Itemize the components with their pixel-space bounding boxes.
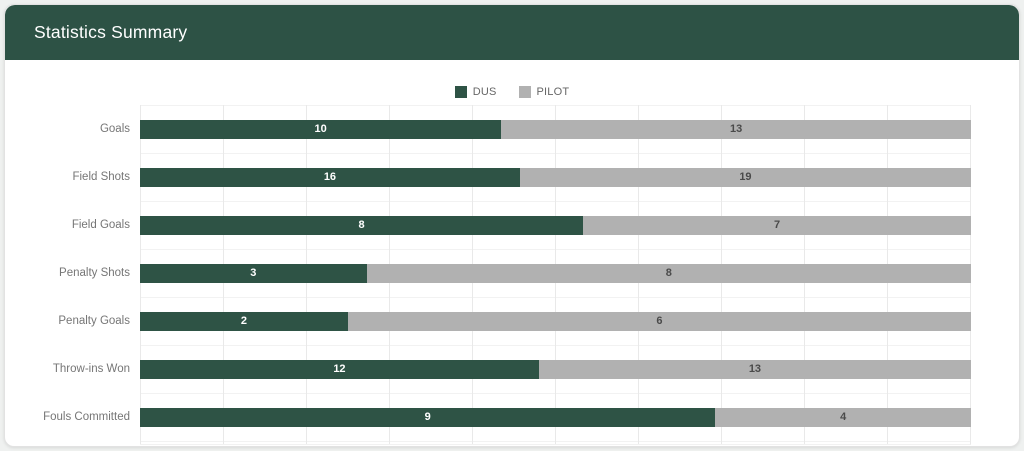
bar-segment-dus[interactable]: 8 [140,215,584,235]
bar-value-dus: 16 [323,171,337,183]
dus-swatch-icon [454,85,467,98]
page-title: Statistics Summary [34,22,188,42]
bar-track: 10 13 [140,119,971,139]
row-label: Penalty Shots [59,267,130,279]
chart-legend: DUS PILOT [5,85,1019,98]
bar-segment-dus[interactable]: 10 [140,119,502,139]
chart-row: Throw-ins Won 12 13 [5,345,971,393]
bar-segment-pilot[interactable]: 4 [715,407,971,427]
bar-value-pilot: 13 [748,363,762,375]
row-label: Field Shots [72,171,130,183]
row-label: Goals [99,123,130,135]
pilot-swatch-icon [518,85,531,98]
row-label: Throw-ins Won [52,363,130,375]
bar-value-pilot: 7 [774,219,781,231]
row-label: Fouls Committed [43,411,130,423]
row-label: Field Goals [71,219,130,231]
bar-value-dus: 10 [314,123,327,135]
legend-item-dus[interactable]: DUS [454,85,497,98]
chart-row: Fouls Committed 9 4 [5,393,971,441]
card-header: Statistics Summary [5,5,1019,60]
bar-value-pilot: 19 [739,171,752,183]
chart-row: Field Goals 8 7 [5,201,971,249]
legend-label-dus: DUS [472,85,497,98]
bar-value-pilot: 6 [656,315,663,327]
bar-segment-dus[interactable]: 2 [140,311,348,331]
chart-row: Goals 10 13 [5,105,971,153]
bar-value-dus: 9 [424,411,431,423]
bar-segment-pilot[interactable]: 13 [538,359,971,379]
bar-segment-dus[interactable]: 16 [140,167,520,187]
bar-segment-pilot[interactable]: 8 [366,263,971,283]
legend-item-pilot[interactable]: PILOT [518,85,570,98]
chart-row: Penalty Shots 3 8 [5,249,971,297]
bar-segment-pilot[interactable]: 7 [583,215,971,235]
chart-row: Field Shots 16 19 [5,153,971,201]
bar-track: 12 13 [140,359,971,379]
row-label: Penalty Goals [58,315,130,327]
bar-value-dus: 3 [250,267,257,279]
bar-track: 16 19 [140,167,971,187]
bar-segment-pilot[interactable]: 6 [347,311,971,331]
bar-segment-pilot[interactable]: 13 [501,119,971,139]
chart-row: Penalty Goals 2 6 [5,297,971,345]
bar-segment-dus[interactable]: 9 [140,407,716,427]
bar-value-pilot: 8 [665,267,672,279]
bar-segment-dus[interactable]: 3 [140,263,367,283]
statistics-card: Statistics Summary DUS PILOT Goals 10 13 Fi… [4,4,1020,447]
bar-value-pilot: 13 [730,123,743,135]
bar-value-dus: 8 [358,219,365,231]
chart-area: Goals 10 13 Field Shots 16 19 Field Goals 8 7 Pen… [5,105,1019,445]
bar-value-dus: 2 [240,315,247,327]
bar-segment-pilot[interactable]: 19 [519,167,971,187]
bar-value-pilot: 4 [840,411,847,423]
chart-rows: Goals 10 13 Field Shots 16 19 Field Goals 8 7 Pen… [5,105,971,441]
bar-value-dus: 12 [333,363,346,375]
bar-segment-dus[interactable]: 12 [140,359,539,379]
legend-label-pilot: PILOT [536,85,570,98]
